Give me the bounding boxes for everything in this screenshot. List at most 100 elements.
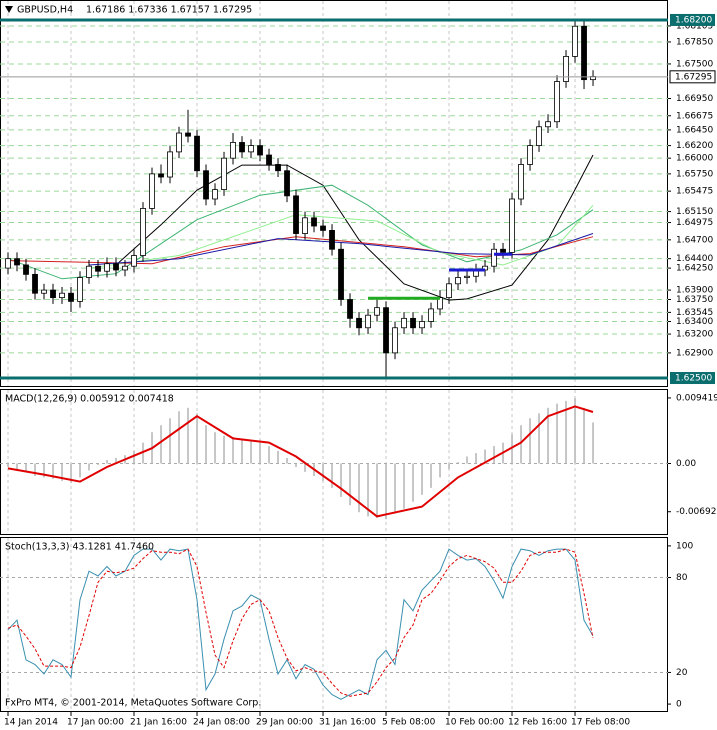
candle-body bbox=[410, 317, 416, 329]
candle-body bbox=[293, 195, 299, 234]
candle-body bbox=[104, 263, 110, 272]
candle-body bbox=[41, 289, 47, 294]
macd-bar bbox=[421, 463, 423, 495]
macd-bar bbox=[493, 446, 495, 464]
macd-bar bbox=[457, 462, 459, 464]
x-tick-label: 21 Jan 16:00 bbox=[130, 718, 187, 728]
macd-bar bbox=[322, 463, 324, 481]
macd-bar bbox=[448, 463, 450, 470]
y-tick-label: 1.67850 bbox=[676, 37, 713, 47]
y-tick-label: 1.66950 bbox=[676, 94, 713, 104]
hline-label: 1.62500 bbox=[675, 374, 712, 384]
candle-body bbox=[365, 314, 371, 329]
x-tick-label: 5 Feb 08:00 bbox=[382, 718, 436, 728]
y-tick-label: 80 bbox=[676, 573, 688, 583]
candle-body bbox=[131, 255, 137, 267]
macd-bar bbox=[169, 418, 171, 464]
candle-body bbox=[311, 217, 317, 227]
x-tick-label: 29 Jan 00:00 bbox=[256, 718, 313, 728]
macd-bar bbox=[331, 463, 333, 488]
macd-bar bbox=[295, 463, 297, 467]
macd-bar bbox=[529, 418, 531, 464]
macd-bar bbox=[178, 411, 180, 464]
stoch-panel bbox=[0, 537, 668, 712]
macd-bar bbox=[142, 442, 144, 464]
candle-body bbox=[509, 198, 515, 253]
macd-bar bbox=[340, 463, 342, 497]
candle-body bbox=[275, 164, 281, 172]
candle-body bbox=[554, 81, 560, 123]
macd-bar bbox=[367, 463, 369, 517]
macd-bar bbox=[61, 463, 63, 481]
symbol: GBPUSD,H4 bbox=[17, 5, 73, 16]
candle-body bbox=[5, 258, 11, 269]
macd-bar bbox=[160, 425, 162, 464]
hline-label: 1.68200 bbox=[675, 15, 712, 25]
symbol-icon bbox=[5, 6, 13, 13]
stoch-title: Stoch(13,3,3) 43.1281 41.7460 bbox=[5, 542, 154, 553]
candle-body bbox=[230, 142, 236, 159]
macd-bar bbox=[16, 463, 18, 470]
macd-bar bbox=[385, 463, 387, 520]
candle-body bbox=[266, 154, 272, 165]
y-tick-label: -0.006928 bbox=[676, 507, 717, 517]
macd-bar bbox=[538, 413, 540, 464]
candle-body bbox=[239, 142, 245, 153]
candle-body bbox=[32, 273, 38, 294]
x-tick-label: 24 Jan 08:00 bbox=[193, 718, 250, 728]
macd-bar bbox=[241, 439, 243, 464]
y-tick-label: 1.62900 bbox=[676, 348, 713, 358]
main-panel bbox=[0, 0, 668, 387]
candle-body bbox=[140, 208, 146, 256]
x-tick-label: 10 Feb 00:00 bbox=[445, 718, 504, 728]
candle-body bbox=[23, 264, 29, 275]
macd-bar bbox=[205, 425, 207, 464]
candle-body bbox=[581, 25, 587, 81]
macd-bar bbox=[34, 463, 36, 477]
bid-label: 1.67295 bbox=[675, 72, 712, 82]
y-tick-label: 1.64975 bbox=[676, 218, 713, 228]
y-tick-label: 0.009419 bbox=[676, 393, 717, 403]
candle-body bbox=[392, 327, 398, 354]
candle-body bbox=[176, 132, 182, 153]
candle-body bbox=[158, 173, 164, 178]
macd-bar bbox=[583, 407, 585, 464]
candle-body bbox=[203, 170, 209, 200]
candle-body bbox=[347, 299, 353, 319]
y-tick-label: 1.64250 bbox=[676, 264, 713, 274]
macd-bar bbox=[565, 400, 567, 464]
macd-bar bbox=[97, 463, 99, 465]
y-tick-label: 1.65150 bbox=[676, 207, 713, 217]
y-tick-label: 1.64400 bbox=[676, 254, 713, 264]
macd-bar bbox=[277, 450, 279, 464]
candle-body bbox=[455, 277, 461, 285]
y-tick-label: 1.66200 bbox=[676, 141, 713, 151]
candle-body bbox=[122, 265, 128, 271]
moving-average bbox=[88, 233, 594, 266]
candle-body bbox=[536, 126, 542, 147]
macd-bar bbox=[214, 432, 216, 464]
y-tick-label: 1.64700 bbox=[676, 235, 713, 245]
candle-body bbox=[221, 157, 227, 190]
candle-body bbox=[50, 289, 56, 299]
candle-body bbox=[356, 317, 362, 329]
candle-body bbox=[257, 145, 263, 156]
macd-bar bbox=[115, 457, 117, 464]
macd-bar bbox=[358, 463, 360, 513]
macd-bar bbox=[547, 407, 549, 464]
macd-bar bbox=[412, 463, 414, 502]
candle-body bbox=[194, 135, 200, 172]
x-tick-label: 31 Jan 16:00 bbox=[319, 718, 376, 728]
candle-body bbox=[212, 189, 218, 200]
candle-body bbox=[329, 230, 335, 250]
macd-bar bbox=[106, 460, 108, 464]
candle-body bbox=[320, 225, 326, 231]
y-tick-label: 1.66450 bbox=[676, 125, 713, 135]
macd-bar bbox=[196, 413, 198, 464]
macd-bar bbox=[133, 450, 135, 464]
macd-title: MACD(12,26,9) 0.005912 0.007418 bbox=[5, 394, 174, 405]
candle-body bbox=[338, 248, 344, 300]
y-tick-label: 1.63900 bbox=[676, 286, 713, 296]
candle-body bbox=[545, 121, 551, 128]
